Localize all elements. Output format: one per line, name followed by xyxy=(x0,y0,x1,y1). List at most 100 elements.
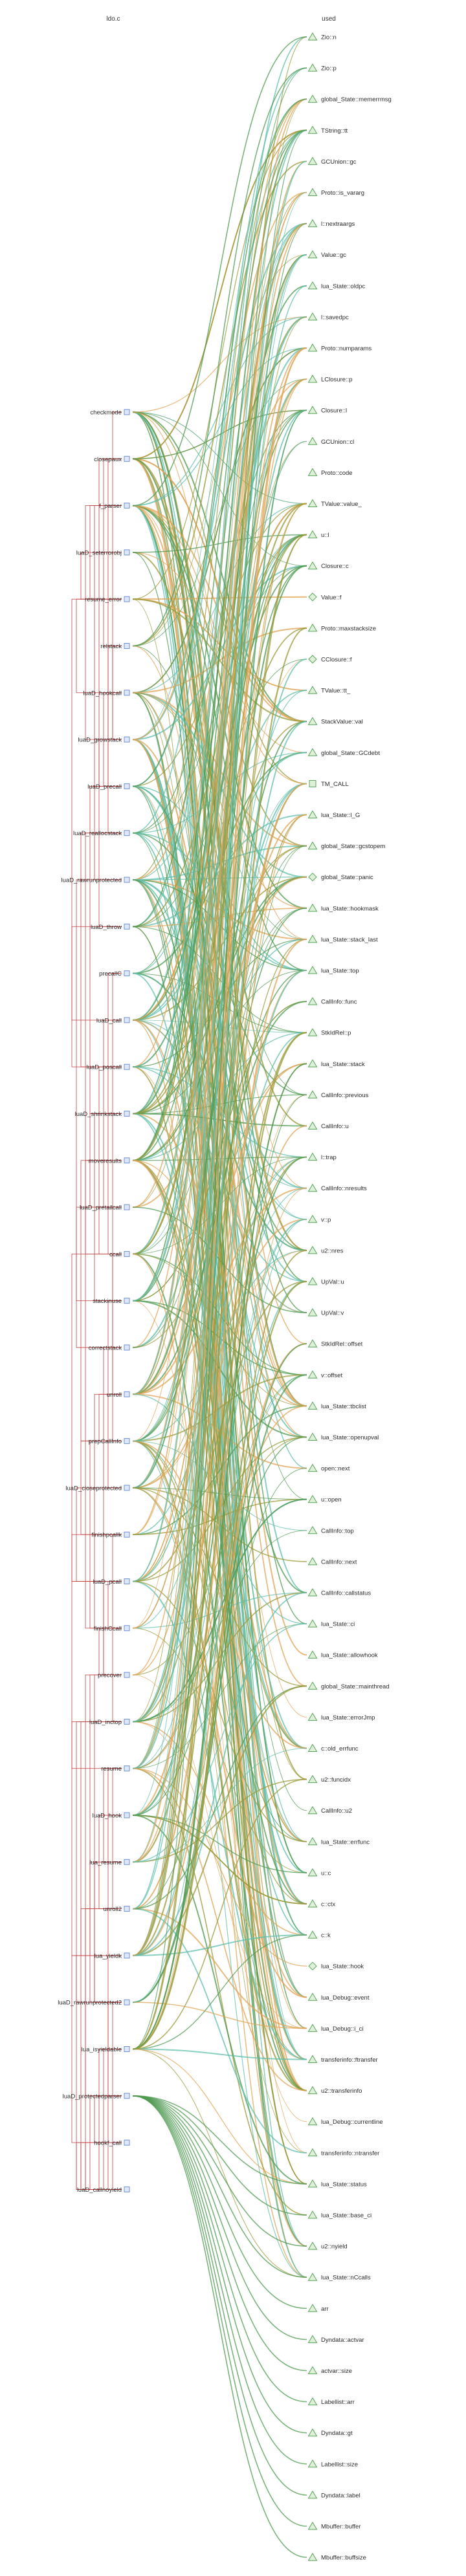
function-node[interactable]: lua_resume xyxy=(89,1859,130,1866)
field-node[interactable]: transferinfo::ntransfer xyxy=(307,2148,380,2157)
function-node[interactable]: resume_error xyxy=(85,596,130,604)
field-node[interactable]: TValue::value_ xyxy=(307,499,362,508)
field-node[interactable]: TValue::tt_ xyxy=(307,686,351,695)
function-node[interactable]: f_parser xyxy=(99,503,130,510)
field-node[interactable]: lua_State::ci xyxy=(307,1619,355,1628)
function-node[interactable]: hookf_call xyxy=(94,2139,130,2147)
field-node[interactable]: l::trap xyxy=(307,1152,337,1162)
function-node[interactable]: stackinuse xyxy=(93,1298,130,1305)
field-node[interactable]: global_State::panic xyxy=(308,872,373,882)
function-node[interactable]: lua_isyieldable xyxy=(82,2046,130,2053)
function-node[interactable]: luaD_callnoyield xyxy=(77,2186,130,2194)
function-node[interactable]: relstack xyxy=(100,643,130,650)
field-node[interactable]: u::c xyxy=(307,1868,331,1877)
function-node[interactable]: luaD_hookcall xyxy=(83,690,130,697)
field-node[interactable]: c::ctx xyxy=(307,1899,336,1908)
field-node[interactable]: lua_State::tbclist xyxy=(307,1401,367,1410)
field-node[interactable]: UpVal::u xyxy=(307,1277,344,1286)
function-node[interactable]: luaD_shrinkstack xyxy=(75,1111,130,1118)
field-node[interactable]: CallInfo::u2 xyxy=(307,1806,353,1815)
function-node[interactable]: luaD_inctop xyxy=(89,1718,130,1726)
function-node[interactable]: luaD_rawrunprotected xyxy=(61,877,130,884)
field-node[interactable]: open::next xyxy=(307,1463,350,1473)
field-node[interactable]: StackValue::val xyxy=(307,717,363,726)
field-node[interactable]: lua_State::stack xyxy=(307,1059,365,1068)
field-node[interactable]: lua_State::errfunc xyxy=(307,1837,370,1846)
field-node[interactable]: CallInfo::u xyxy=(307,1121,349,1131)
function-node[interactable]: precover xyxy=(98,1672,130,1679)
field-node[interactable]: CallInfo::next xyxy=(307,1556,357,1566)
field-node[interactable]: lua_State::top xyxy=(307,966,359,975)
function-node[interactable]: finishpcallk xyxy=(92,1531,130,1539)
field-node[interactable]: lua_State::stack_last xyxy=(307,934,379,944)
field-node[interactable]: StkIdRel::offset xyxy=(307,1339,363,1348)
field-node[interactable]: Dyndata::actvar xyxy=(307,2335,364,2344)
field-node[interactable]: Zio::n xyxy=(307,32,337,41)
field-node[interactable]: c::old_errfunc xyxy=(307,1743,359,1753)
field-node[interactable]: u::l xyxy=(307,530,329,540)
field-node[interactable]: lua_State::oldpc xyxy=(307,281,366,290)
field-node[interactable]: TM_CALL xyxy=(309,780,349,788)
field-node[interactable]: actvar::size xyxy=(307,2366,353,2375)
function-node[interactable]: luaD_call xyxy=(96,1017,130,1024)
function-node[interactable]: luaD_reallocstack xyxy=(73,830,130,837)
field-node[interactable]: Proto::is_vararg xyxy=(307,188,365,197)
function-node[interactable]: luaD_rawrunprotected2 xyxy=(58,1999,130,2007)
field-node[interactable]: lua_Debug::i_ci xyxy=(307,2024,364,2033)
function-node[interactable]: luaD_hook xyxy=(93,1812,130,1820)
field-node[interactable]: GCUnion::cl xyxy=(307,437,355,446)
field-node[interactable]: arr xyxy=(307,2304,329,2313)
field-node[interactable]: global_State::memerrmsg xyxy=(307,94,392,104)
field-node[interactable]: CallInfo::func xyxy=(307,997,357,1006)
field-node[interactable]: CallInfo::nresults xyxy=(307,1183,368,1193)
field-node[interactable]: lua_State::hookmask xyxy=(307,903,379,913)
field-node[interactable]: LClosure::p xyxy=(307,375,353,384)
field-node[interactable]: Labellist::arr xyxy=(307,2397,355,2407)
field-node[interactable]: v::offset xyxy=(307,1370,343,1379)
field-node[interactable]: Value::gc xyxy=(307,250,347,259)
function-node[interactable]: finishCcall xyxy=(94,1625,130,1632)
function-node[interactable]: luaD_precall xyxy=(87,783,130,791)
function-node[interactable]: luaD_protectedparser xyxy=(63,2093,130,2100)
function-node[interactable]: closepaux xyxy=(94,455,130,463)
function-node[interactable]: luaD_throw xyxy=(91,923,130,931)
field-node[interactable]: CallInfo::callstatus xyxy=(307,1588,372,1597)
field-node[interactable]: Zio::p xyxy=(307,63,337,72)
field-node[interactable]: Closure::l xyxy=(307,406,348,415)
field-node[interactable]: u2::funcidx xyxy=(307,1774,351,1784)
field-node[interactable]: lua_State::base_ci xyxy=(307,2210,372,2220)
field-node[interactable]: global_State::mainthread xyxy=(307,1681,390,1690)
field-node[interactable]: l::nextraargs xyxy=(307,219,355,228)
function-node[interactable]: luaD_growstack xyxy=(78,736,130,744)
field-node[interactable]: CallInfo::previous xyxy=(307,1090,369,1099)
function-node[interactable]: precallC xyxy=(99,970,130,977)
function-node[interactable]: unroll xyxy=(107,1391,130,1399)
field-node[interactable]: lua_State::nCcalls xyxy=(307,2273,371,2282)
function-node[interactable]: luaD_pretailcall xyxy=(80,1204,130,1212)
field-node[interactable]: lua_State::errorJmp xyxy=(307,1712,375,1721)
function-node[interactable]: luaD_seterrorobj xyxy=(76,549,130,556)
field-node[interactable]: transferinfo::ftransfer xyxy=(307,2055,378,2064)
field-node[interactable]: lua_State::allowhook xyxy=(307,1650,378,1659)
field-node[interactable]: StkIdRel::p xyxy=(307,1028,351,1037)
field-node[interactable]: u2::nyield xyxy=(307,2242,348,2251)
field-node[interactable]: lua_Debug::event xyxy=(307,1992,370,2002)
field-node[interactable]: global_State::gcstopem xyxy=(307,841,386,851)
function-node[interactable]: moveresults xyxy=(89,1157,130,1164)
field-node[interactable]: u2::transferinfo xyxy=(307,2086,362,2095)
field-node[interactable]: c::k xyxy=(307,1930,331,1939)
field-node[interactable]: CClosure::f xyxy=(308,655,352,664)
field-node[interactable]: Closure::c xyxy=(307,561,350,571)
function-node[interactable]: unroll2 xyxy=(103,1906,130,1913)
function-node[interactable]: lua_yieldk xyxy=(94,1952,130,1959)
field-node[interactable]: u2::nres xyxy=(307,1245,344,1255)
function-node[interactable]: luaD_closeprotected xyxy=(65,1485,130,1492)
field-node[interactable]: lua_State::status xyxy=(307,2179,368,2189)
function-node[interactable]: luaD_pcall xyxy=(93,1578,130,1586)
field-node[interactable]: Value::f xyxy=(308,593,342,602)
field-node[interactable]: Mbuffer::buffsize xyxy=(307,2553,366,2562)
function-node[interactable]: prepCallInfo xyxy=(89,1438,130,1445)
function-node[interactable]: luaD_poscall xyxy=(87,1064,130,1071)
field-node[interactable]: Proto::maxstacksize xyxy=(307,623,377,633)
field-node[interactable]: global_State::GCdebt xyxy=(307,748,381,757)
